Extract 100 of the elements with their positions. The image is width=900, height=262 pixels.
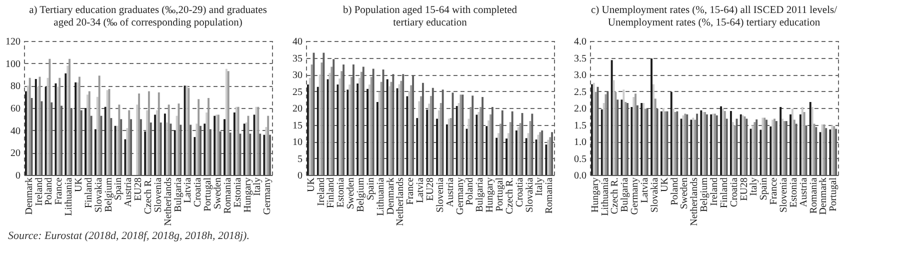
y-tick-label: 2.5 (574, 86, 586, 98)
x-tick-label: Latvia (415, 176, 426, 204)
x-tick-label: Italy (534, 178, 546, 196)
y-tick-label: 1.0 (574, 137, 586, 148)
source-note: Source: Eurostat (2018d, 2018f, 2018g, 2018h, 2018j). (7, 230, 250, 242)
x-tick-label: Belgium (356, 177, 367, 212)
x-tick-label: EU28 (738, 178, 750, 201)
x-tick-label: Belgium (699, 177, 710, 212)
y-tick-label: 20 (292, 104, 302, 114)
x-tick-label: Denmark (385, 178, 396, 215)
x-tick-label: Bulgaria (474, 176, 486, 212)
x-tick-label: France (54, 176, 65, 205)
x-tick-label: Czech R. (143, 178, 154, 214)
x-tick-label: Hungary (484, 178, 496, 212)
x-tick-label: Spain (758, 178, 770, 200)
x-tick-label: Slovakia (649, 176, 660, 212)
chart-title: c) Unemployment rates (%, 15-64) all ISCED 2011 levels/ Unemployment rates (%, 15-64) tertiary education (590, 5, 838, 28)
y-tick-label: 0.5 (574, 154, 586, 165)
x-tick-label: Belgium (103, 177, 114, 212)
y-tick-label: 3.5 (574, 53, 586, 64)
x-tick-label: Slovenia (778, 176, 790, 212)
x-tick-label: Ireland (34, 178, 45, 206)
x-tick-label: UK (74, 176, 85, 192)
x-tick-label: Ireland (316, 178, 327, 206)
y-tick-label: 15 (292, 120, 302, 132)
x-tick-label: Germany (262, 178, 274, 215)
x-tick-label: Latvia (640, 176, 651, 204)
x-tick-label: Finland (718, 178, 730, 208)
x-tick-label: Estonia (788, 176, 800, 208)
y-tick-label: 1.5 (574, 120, 586, 132)
x-tick-label: Italy (252, 178, 264, 196)
y-tick-label: 120 (6, 36, 20, 48)
y-tick-label: 0.0 (574, 170, 586, 182)
y-tick-label: 10 (292, 137, 302, 148)
x-tick-label: UK (306, 176, 317, 192)
x-tick-label: Ireland (709, 178, 720, 206)
y-tick-label: 3.0 (574, 70, 586, 81)
x-tick-label: Bulgaria (172, 176, 184, 212)
x-tick-label: Portugal (494, 177, 506, 212)
chart-title: b) Population aged 15-64 with completed tertiary education (342, 5, 518, 28)
y-tick-label: 0 (16, 170, 20, 182)
x-tick-label: Netherlands (689, 177, 700, 226)
x-tick-label: Sweden (212, 178, 224, 210)
x-tick-label: Germany (630, 178, 641, 215)
x-tick-label: Poland (44, 178, 55, 206)
x-tick-label: Slovakia (524, 176, 536, 212)
y-tick-label: 80 (10, 81, 20, 92)
y-tick-label: 2.0 (574, 104, 586, 114)
x-tick-label: Czech R. (504, 178, 516, 214)
y-tick-label: 30 (292, 70, 302, 81)
x-tick-label: Poland (464, 178, 476, 206)
y-tick-label: 40 (10, 126, 20, 137)
x-tick-label: Lithuania (64, 176, 75, 216)
x-tick-label: France (405, 176, 416, 205)
x-tick-label: Romania (222, 176, 234, 214)
y-tick-label: 5 (298, 154, 302, 165)
x-tick-label: UK (659, 176, 670, 192)
y-tick-label: 0 (298, 170, 302, 182)
x-tick-label: Spain (113, 178, 124, 200)
x-tick-label: Portugal (828, 177, 840, 212)
x-tick-label: Lithuania (600, 176, 611, 216)
x-tick-label: Sweden (679, 178, 690, 210)
x-tick-label: Netherlands (395, 177, 406, 226)
x-tick-label: Denmark (24, 178, 35, 215)
x-tick-label: Czech R. (610, 178, 621, 214)
x-tick-label: Bulgaria (620, 176, 631, 212)
x-tick-label: Hungary (590, 178, 601, 212)
y-tick-label: 60 (10, 104, 20, 114)
x-tick-label: Italy (748, 178, 760, 196)
x-tick-label: Hungary (242, 178, 254, 212)
x-tick-label: Portugal (202, 177, 214, 212)
chart-title: a) Tertiary education graduates (‰,20-29) and graduates aged 20-34 (‰ of corresponding population) (29, 5, 267, 28)
x-tick-label: Poland (669, 178, 680, 206)
x-tick-label: Croatia (192, 176, 204, 207)
y-tick-label: 35 (292, 53, 302, 64)
x-tick-label: Slovenia (152, 176, 164, 212)
x-tick-label: Sweden (346, 178, 357, 210)
x-tick-label: Estonia (336, 176, 347, 208)
y-tick-label: 100 (6, 58, 20, 70)
x-tick-label: Romania (544, 176, 556, 214)
x-tick-label: Finland (326, 178, 337, 208)
x-tick-label: Spain (365, 178, 376, 200)
y-tick-label: 25 (292, 86, 302, 98)
x-tick-label: Austria (123, 176, 134, 207)
x-tick-label: Austria (444, 176, 456, 207)
x-tick-label: Slovakia (93, 176, 104, 212)
x-tick-label: France (768, 176, 780, 205)
x-tick-label: Croatia (728, 176, 740, 207)
y-tick-label: 40 (292, 36, 302, 48)
x-tick-label: Finland (83, 178, 94, 208)
x-tick-label: Romania (808, 176, 820, 214)
x-tick-label: Denmark (818, 178, 830, 215)
y-tick-label: 20 (10, 148, 20, 160)
x-tick-label: Germany (454, 178, 466, 215)
x-tick-label: Slovenia (434, 176, 446, 212)
x-tick-label: Latvia (182, 176, 194, 204)
x-tick-label: EU28 (133, 178, 144, 201)
x-tick-label: Estonia (232, 176, 244, 208)
x-tick-label: Lithuania (375, 176, 386, 216)
x-tick-label: Austria (798, 176, 810, 207)
